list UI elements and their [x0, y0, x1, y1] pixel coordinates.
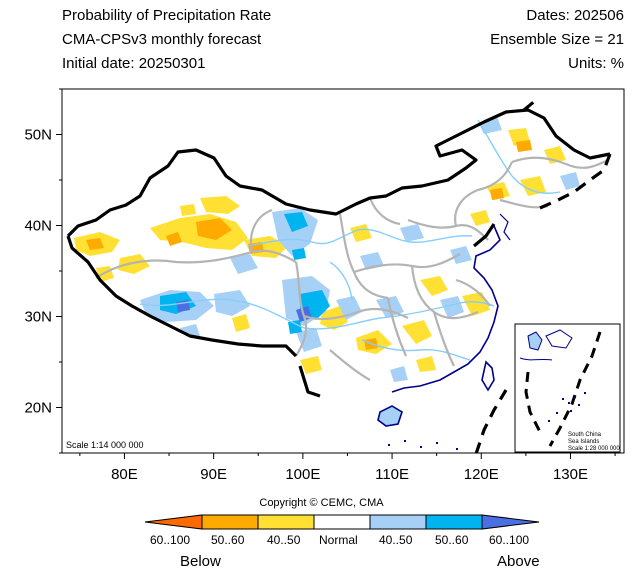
colorbar-normal	[313, 514, 371, 530]
lon-tick-label: 80E	[111, 466, 138, 483]
above-label: Above	[497, 553, 540, 570]
latitude-ticks: 20N 30N 40N 50N	[24, 88, 62, 454]
below-label: Below	[180, 553, 221, 570]
colorbar-above-50-60	[425, 514, 483, 530]
inset-map: South China Sea Islands Scale 1:28 000 0…	[514, 323, 621, 453]
inset-scale: Scale 1:28 000 000	[568, 446, 620, 452]
colorbar-label-above-60-100: 60..100	[489, 533, 530, 547]
colorbar-below-40-50	[257, 514, 315, 530]
hainan-island	[377, 405, 403, 427]
south-china-sea-islands	[388, 440, 458, 450]
lat-tick-label: 30N	[24, 309, 52, 326]
longitude-ticks: 80E 90E 100E 110E 120E 130E	[79, 453, 616, 483]
units-label: Units: %	[568, 55, 624, 72]
taiwan-island	[481, 360, 495, 392]
inset-title-line1: South China	[568, 432, 602, 438]
dates-label: Dates: 202506	[526, 7, 624, 24]
colorbar-label-below-60-100: 60..100	[150, 533, 191, 547]
colorbar	[144, 514, 540, 530]
dashed-maritime-boundary	[474, 98, 612, 453]
map-title: Probability of Precipitation Rate	[62, 7, 272, 24]
colorbar-label-below-50-60: 50..60	[211, 533, 245, 547]
colorbar-below-50-60	[201, 514, 259, 530]
ensemble-size-label: Ensemble Size = 21	[490, 31, 624, 48]
colorbar-above-60-100	[481, 514, 540, 530]
national-boundary	[66, 108, 611, 398]
lon-tick-label: 120E	[464, 466, 499, 483]
lon-tick-label: 130E	[553, 466, 588, 483]
province-boundaries	[95, 156, 609, 381]
model-label: CMA-CPSv3 monthly forecast	[62, 31, 262, 48]
colorbar-below-60-100	[144, 514, 203, 530]
inset-title-line2: Sea Islands	[568, 439, 599, 445]
lat-tick-label: 50N	[24, 127, 52, 144]
colorbar-above-40-50	[369, 514, 427, 530]
copyright: Copyright © CEMC, CMA	[259, 497, 384, 509]
colorbar-label-above-40-50: 40..50	[379, 533, 413, 547]
lon-tick-label: 110E	[375, 466, 409, 483]
lon-tick-label: 90E	[200, 466, 227, 483]
coastline	[391, 225, 501, 393]
colorbar-label-normal: Normal	[319, 533, 358, 547]
lon-tick-label: 100E	[285, 466, 320, 483]
initial-date-label: Initial date: 20250301	[62, 55, 206, 72]
colorbar-label-above-50-60: 50..60	[435, 533, 469, 547]
rivers	[139, 119, 561, 361]
scale-label: Scale 1:14 000 000	[66, 440, 144, 450]
korea-coast	[499, 213, 511, 241]
lat-tick-label: 40N	[24, 218, 52, 235]
colorbar-label-below-40-50: 40..50	[267, 533, 301, 547]
lat-tick-label: 20N	[24, 400, 52, 417]
